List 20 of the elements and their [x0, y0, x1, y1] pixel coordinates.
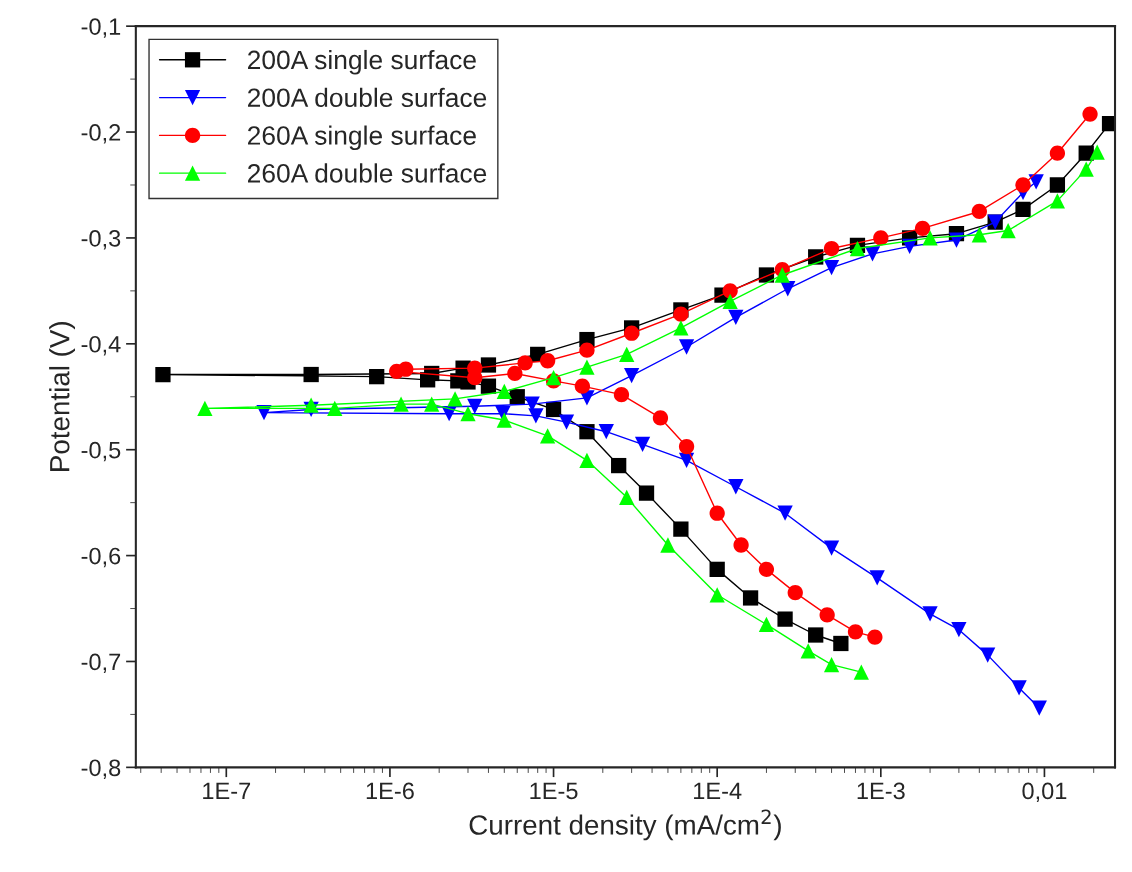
y-tick-label: -0,4	[81, 335, 121, 356]
x-axis-title: Current density (mA/cm$^{2}$)	[469, 809, 781, 841]
legend-label: 200A double surface	[248, 87, 487, 108]
x-tick-label: 0,01	[1022, 782, 1067, 803]
y-tick-label: -0,1	[81, 18, 121, 38]
y-tick-label: -0,2	[81, 124, 121, 144]
x-tick-label: 1E-4	[694, 782, 742, 800]
y-axis-title: Potential (V)	[49, 322, 76, 471]
x-tick-label: 1E-5	[530, 782, 578, 800]
y-tick-label: -0,7	[81, 653, 121, 674]
legend-label: 200A single surface	[248, 49, 476, 75]
legend-label: 260A single surface	[248, 125, 476, 151]
x-tick-label: 1E-7	[203, 782, 251, 800]
y-tick-label: -0,6	[81, 547, 121, 568]
y-tick-label: -0,5	[81, 441, 121, 462]
x-tick-label: 1E-3	[857, 782, 905, 800]
x-tick-label: 1E-6	[366, 782, 414, 800]
y-tick-label: -0,3	[81, 230, 121, 250]
legend-label: 260A double surface	[248, 163, 487, 183]
y-tick-label: -0,8	[81, 759, 121, 779]
